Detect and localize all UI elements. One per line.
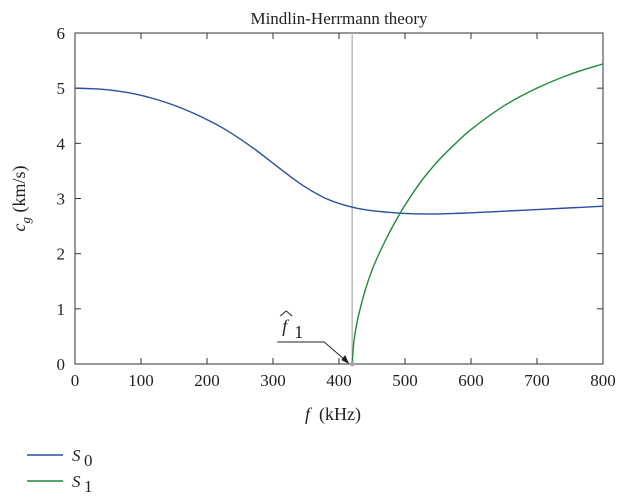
y-tick-label: 4 xyxy=(57,134,66,153)
x-tick-label: 700 xyxy=(524,371,550,390)
y-tick-label: 2 xyxy=(57,245,66,264)
legend-label-s0: S xyxy=(72,446,81,465)
x-tick-label: 400 xyxy=(326,371,352,390)
x-tick-label: 100 xyxy=(128,371,154,390)
y-axis-ticks: 0 1 2 3 4 5 6 xyxy=(57,24,603,374)
x-tick-label: 800 xyxy=(590,371,616,390)
x-axis-label: f (kHz) xyxy=(305,404,361,425)
y-tick-label: 5 xyxy=(57,79,66,98)
x-axis-label-symbol: f xyxy=(305,404,313,424)
annotation-subscript: 1 xyxy=(294,322,303,342)
annotation-label: f xyxy=(282,316,290,336)
annotation-arrowhead xyxy=(341,355,350,364)
legend: S 0S 1 xyxy=(27,446,93,496)
x-tick-label: 500 xyxy=(392,371,418,390)
x-axis-label-unit: (kHz) xyxy=(319,404,361,425)
x-axis-ticks: 0 100 200 300 400 500 600 700 800 xyxy=(71,33,616,390)
x-tick-label: 0 xyxy=(71,371,80,390)
series-line-s1 xyxy=(351,63,604,365)
cutoff-point xyxy=(349,361,355,367)
series-line-s0 xyxy=(74,87,604,215)
chart-title: Mindlin-Herrmann theory xyxy=(250,9,428,28)
x-tick-label: 300 xyxy=(260,371,286,390)
series-group xyxy=(74,63,604,365)
legend-label-s1: S xyxy=(72,472,81,491)
annotation-hat xyxy=(279,310,293,317)
y-tick-label: 1 xyxy=(57,300,66,319)
cutoff-annotation: f 1 xyxy=(277,310,355,367)
y-tick-label: 6 xyxy=(57,24,66,43)
y-tick-label: 3 xyxy=(57,190,66,209)
y-axis-label-text: cg (km/s) xyxy=(9,165,33,231)
y-axis-label: cg (km/s) xyxy=(9,165,33,231)
plot-frame xyxy=(74,32,604,365)
x-tick-label: 200 xyxy=(194,371,220,390)
legend-subscript-s1: 1 xyxy=(84,477,93,496)
annotation-arrow xyxy=(277,341,347,362)
legend-subscript-s0: 0 xyxy=(84,451,93,470)
x-tick-label: 600 xyxy=(458,371,484,390)
y-tick-label: 0 xyxy=(57,355,66,374)
